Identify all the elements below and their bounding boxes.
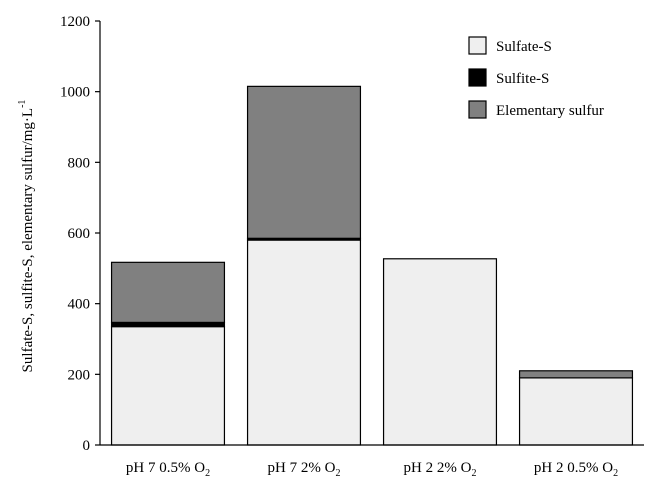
bar-segment-sulfate-s bbox=[382, 258, 498, 446]
x-tick-label: pH 2 0.5% O2 bbox=[534, 460, 618, 479]
y-tick-label: 400 bbox=[68, 297, 91, 313]
y-tick-label: 1000 bbox=[60, 85, 90, 101]
bar-segment-elementary-sulfur bbox=[246, 85, 362, 239]
x-tick-label: pH 7 2% O2 bbox=[268, 460, 341, 479]
x-axis: pH 7 0.5% O2 pH 7 2% O2 pH 2 2% O2 pH 2 0.5… bbox=[100, 444, 644, 479]
y-tick-label: 1200 bbox=[60, 14, 90, 30]
bar-segment-sulfate-s bbox=[110, 326, 226, 446]
legend-label: Elementary sulfur bbox=[496, 103, 604, 119]
bars bbox=[110, 85, 634, 446]
bar-segment-elementary-sulfur bbox=[518, 370, 634, 379]
bar-segment-sulfite-s bbox=[110, 321, 226, 328]
y-tick-label: 800 bbox=[68, 155, 91, 171]
y-axis: 0 200 400 600 800 1000 1200 bbox=[60, 14, 101, 454]
bar-segment-sulfate-s bbox=[246, 239, 362, 446]
legend-label: Sulfite-S bbox=[496, 71, 549, 87]
x-tick-label: pH 7 0.5% O2 bbox=[126, 460, 210, 479]
y-tick-label: 600 bbox=[68, 226, 91, 242]
legend: Sulfate-S Sulfite-S Elementary sulfur bbox=[468, 36, 604, 119]
legend-swatch bbox=[468, 100, 487, 119]
bar-segment-elementary-sulfur bbox=[110, 261, 226, 323]
y-axis-label: Sulfate-S, sulfite-S, elementary sulfur/… bbox=[17, 100, 36, 373]
legend-swatch bbox=[468, 68, 487, 87]
legend-swatch bbox=[468, 36, 487, 55]
y-tick-label: 0 bbox=[83, 438, 91, 454]
y-tick-label: 200 bbox=[68, 367, 91, 383]
bar-segment-sulfate-s bbox=[518, 377, 634, 446]
legend-label: Sulfate-S bbox=[496, 39, 552, 55]
x-tick-label: pH 2 2% O2 bbox=[404, 460, 477, 479]
